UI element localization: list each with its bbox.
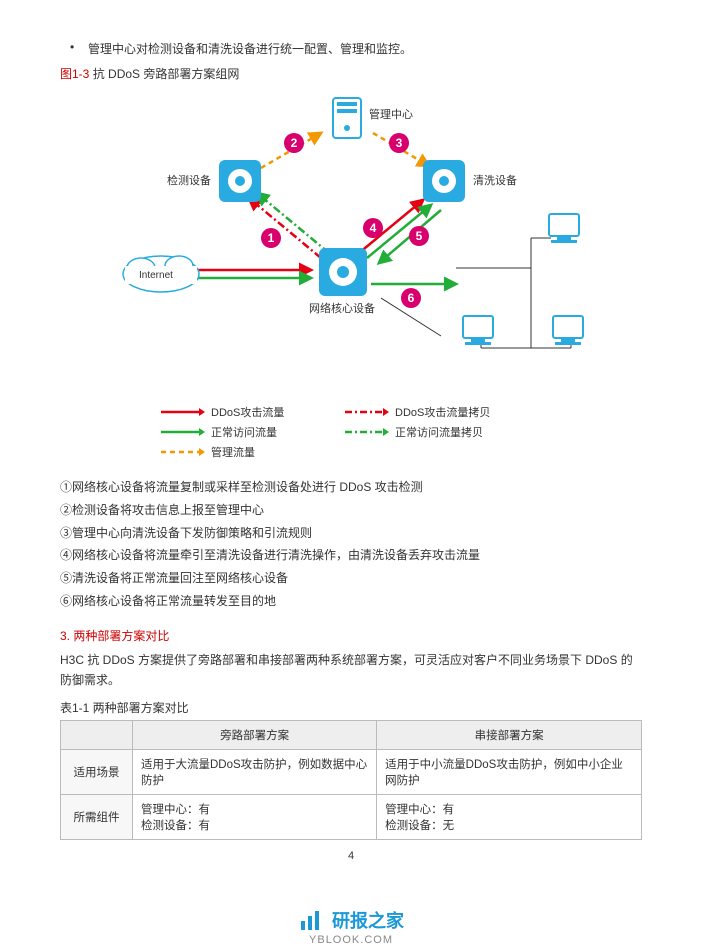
legend-item: DDoS攻击流量	[161, 404, 321, 420]
figure-label-red: 图1-3	[60, 67, 89, 81]
node-detect: 检测设备	[167, 160, 261, 202]
footer-brand: 研报之家	[298, 907, 404, 933]
step-line: ③管理中心向清洗设备下发防御策略和引流规则	[60, 522, 642, 545]
footer: 研报之家 YBLOOK.COM	[0, 907, 702, 946]
figure-label-rest: 抗 DDoS 旁路部署方案组网	[89, 67, 239, 81]
label-mgmt: 管理中心	[369, 107, 413, 121]
bullet-text: 管理中心对检测设备和清洗设备进行统一配置、管理和监控。	[88, 42, 412, 56]
label-detect: 检测设备	[167, 173, 211, 187]
label-clean: 清洗设备	[473, 173, 517, 187]
step-line: ②检测设备将攻击信息上报至管理中心	[60, 499, 642, 522]
node-clean: 清洗设备	[423, 160, 517, 202]
table-cell: 适用于大流量DDoS攻击防护，例如数据中心防护	[133, 749, 377, 794]
section-heading: 3. 两种部署方案对比	[60, 627, 642, 644]
step-line: ④网络核心设备将流量牵引至清洗设备进行清洗操作，由清洗设备丢弃攻击流量	[60, 544, 642, 567]
table-rowhead: 所需组件	[61, 794, 133, 839]
bullet-line: 管理中心对检测设备和清洗设备进行统一配置、管理和监控。	[60, 40, 642, 57]
table-rowhead: 适用场景	[61, 749, 133, 794]
table-row: 所需组件 管理中心：有 检测设备：有 管理中心：有 检测设备：无	[61, 794, 642, 839]
steps-list: ①网络核心设备将流量复制或采样至检测设备处进行 DDoS 攻击检测 ②检测设备将…	[60, 476, 642, 613]
brand-icon	[298, 907, 324, 933]
page-number: 4	[60, 850, 642, 862]
table-header: 旁路部署方案	[133, 720, 377, 749]
table-title: 表1-1 两种部署方案对比	[60, 699, 642, 716]
network-diagram: 1 2 3 4 5 6 管理中心 检测设备 清洗设备 网络核心设备	[111, 88, 591, 398]
node-internet: Internet	[123, 256, 199, 292]
node-mgmt: 管理中心	[333, 98, 413, 138]
step-badge-4: 4	[370, 221, 377, 235]
step-badge-1: 1	[268, 231, 275, 245]
step-badge-6: 6	[408, 291, 415, 305]
node-core: 网络核心设备	[309, 248, 375, 315]
step-line: ⑤清洗设备将正常流量回注至网络核心设备	[60, 567, 642, 590]
section-paragraph: H3C 抗 DDoS 方案提供了旁路部署和串接部署两种系统部署方案，可灵活应对客…	[60, 650, 642, 691]
step-badge-3: 3	[396, 136, 403, 150]
table-header: 串接部署方案	[377, 720, 642, 749]
table-header-row: 旁路部署方案 串接部署方案	[61, 720, 642, 749]
table-cell: 适用于中小流量DDoS攻击防护，例如中小企业网防护	[377, 749, 642, 794]
step-line: ①网络核心设备将流量复制或采样至检测设备处进行 DDoS 攻击检测	[60, 476, 642, 499]
legend-text: DDoS攻击流量拷贝	[395, 404, 490, 420]
table-header	[61, 720, 133, 749]
comparison-table: 旁路部署方案 串接部署方案 适用场景 适用于大流量DDoS攻击防护，例如数据中心…	[60, 720, 642, 840]
label-core: 网络核心设备	[309, 301, 375, 315]
table-cell: 管理中心：有 检测设备：无	[377, 794, 642, 839]
figure-title: 图1-3 抗 DDoS 旁路部署方案组网	[60, 65, 642, 82]
footer-sub: YBLOOK.COM	[0, 934, 702, 946]
legend-text: 管理流量	[211, 444, 255, 460]
legend-item: 正常访问流量拷贝	[345, 424, 505, 440]
legend: DDoS攻击流量 DDoS攻击流量拷贝 正常访问流量 正常访问流量拷贝 管理流量	[161, 404, 541, 460]
legend-item: 管理流量	[161, 444, 321, 460]
table-cell: 管理中心：有 检测设备：有	[133, 794, 377, 839]
label-internet: Internet	[139, 270, 173, 281]
step-line: ⑥网络核心设备将正常流量转发至目的地	[60, 590, 642, 613]
step-badge-5: 5	[416, 229, 423, 243]
table-row: 适用场景 适用于大流量DDoS攻击防护，例如数据中心防护 适用于中小流量DDoS…	[61, 749, 642, 794]
legend-item: 正常访问流量	[161, 424, 321, 440]
step-badge-2: 2	[291, 136, 298, 150]
legend-text: 正常访问流量	[211, 424, 277, 440]
legend-text: DDoS攻击流量	[211, 404, 284, 420]
legend-item: DDoS攻击流量拷贝	[345, 404, 505, 420]
node-pc	[463, 214, 583, 345]
footer-brand-text: 研报之家	[332, 907, 404, 933]
legend-text: 正常访问流量拷贝	[395, 424, 483, 440]
